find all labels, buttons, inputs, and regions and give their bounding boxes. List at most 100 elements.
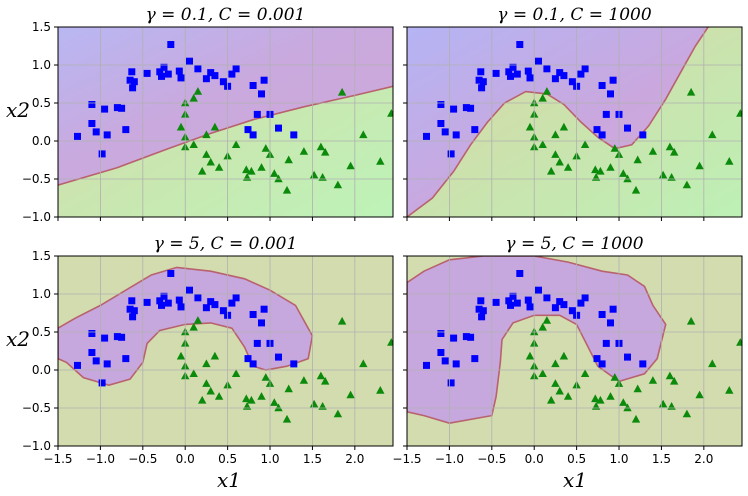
square-point	[98, 379, 106, 387]
axes-frame	[57, 26, 394, 218]
triangle-point	[670, 147, 679, 156]
square-point	[535, 286, 542, 294]
square-point	[526, 74, 534, 82]
triangle-point	[274, 403, 283, 412]
triangle-point	[551, 379, 560, 387]
square-point	[602, 339, 610, 347]
x-tick-label: −1.5	[392, 452, 421, 466]
triangle-point	[665, 371, 675, 380]
triangle-point	[563, 392, 573, 400]
square-point	[249, 131, 257, 139]
square-point	[598, 311, 606, 318]
square-point	[244, 126, 252, 134]
square-point	[556, 298, 564, 306]
square-point	[535, 57, 542, 65]
triangle-point	[261, 373, 270, 381]
square-point	[556, 69, 564, 77]
square-point	[186, 286, 193, 294]
square-point	[156, 297, 164, 305]
square-point	[129, 313, 137, 321]
square-point	[156, 68, 164, 76]
triangle-point	[580, 369, 590, 377]
square-point	[103, 360, 111, 368]
square-point	[507, 72, 514, 80]
triangle-point	[282, 185, 292, 194]
square-point	[228, 70, 236, 78]
square-point	[130, 78, 138, 86]
square-point	[158, 72, 165, 80]
square-point	[207, 69, 215, 77]
square-point	[598, 82, 606, 89]
triangle-point	[591, 394, 600, 403]
triangle-point	[559, 122, 569, 131]
triangle-point	[359, 130, 368, 139]
triangle-point	[547, 166, 556, 175]
triangle-point	[708, 130, 717, 139]
square-point	[593, 126, 601, 134]
square-point	[126, 305, 134, 313]
triangle-point	[257, 392, 266, 400]
square-point	[98, 150, 106, 158]
triangle-point	[591, 165, 600, 174]
triangle-point	[316, 142, 326, 151]
triangle-point	[189, 322, 198, 331]
square-point	[143, 69, 151, 77]
triangle-point	[376, 386, 385, 394]
triangle-point	[261, 144, 270, 152]
triangle-point	[551, 130, 560, 139]
x-tick-label: −1.0	[86, 452, 115, 466]
square-point	[505, 68, 513, 76]
square-point	[186, 57, 193, 65]
triangle-point	[631, 185, 641, 194]
square-point	[477, 297, 485, 305]
square-point	[92, 357, 100, 365]
triangle-point	[538, 93, 547, 102]
y-tick-label: 1.0	[32, 58, 51, 72]
square-point	[249, 311, 257, 318]
triangle-point	[274, 174, 283, 183]
square-point	[129, 84, 137, 92]
square-point	[568, 307, 576, 315]
triangle-point	[610, 373, 619, 381]
square-point	[211, 301, 219, 309]
square-point	[175, 296, 183, 304]
square-point	[228, 299, 236, 307]
square-point	[160, 63, 168, 71]
square-point	[543, 294, 551, 302]
square-point	[639, 131, 647, 139]
square-point	[232, 65, 240, 73]
y-tick-label: 1.5	[32, 249, 51, 263]
square-point	[441, 128, 449, 136]
square-point	[450, 334, 458, 342]
square-point	[475, 305, 483, 313]
triangle-point	[686, 87, 696, 96]
triangle-point	[682, 180, 692, 189]
x-tick-label: 1.0	[609, 452, 628, 466]
triangle-point	[658, 170, 668, 179]
x-tick-label: 1.5	[303, 452, 322, 466]
square-point	[437, 349, 445, 356]
triangle-point	[606, 163, 615, 171]
triangle-point	[242, 165, 251, 174]
square-point	[128, 297, 136, 305]
x-axis-label-left: x1	[217, 468, 241, 492]
square-point	[290, 360, 298, 368]
square-point	[260, 76, 268, 84]
square-point	[219, 307, 227, 315]
triangle-point	[176, 122, 186, 131]
square-point	[462, 104, 470, 112]
triangle-point	[321, 376, 330, 385]
y-tick-label: 0.0	[32, 134, 51, 148]
square-point	[275, 124, 282, 132]
y-tick-label: 0.0	[32, 363, 51, 377]
square-point	[244, 355, 252, 363]
axes-frame	[57, 255, 394, 447]
triangle-point	[210, 351, 220, 360]
triangle-point	[633, 384, 642, 393]
square-point	[164, 70, 172, 78]
triangle-point	[333, 180, 343, 189]
triangle-point	[270, 398, 279, 406]
square-point	[167, 270, 175, 277]
square-point	[513, 299, 521, 307]
x1-label-right: x1	[563, 468, 587, 492]
